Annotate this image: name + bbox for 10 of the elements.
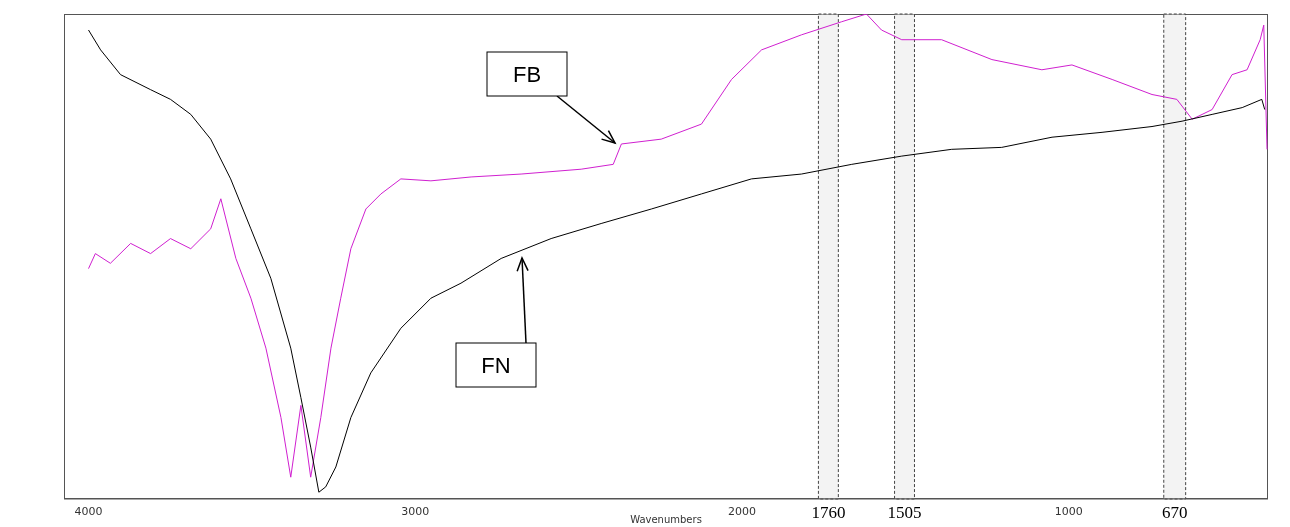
annotation: FN <box>481 353 511 378</box>
band-label: 1505 <box>887 503 922 522</box>
band-label: 1760 <box>811 503 846 522</box>
x-tick-label: 1000 <box>1054 504 1083 518</box>
band-label: 670 <box>1161 503 1188 522</box>
x-tick-label: 4000 <box>74 504 103 518</box>
x-tick-label: 2000 <box>727 504 756 518</box>
annotation: FB <box>512 62 542 87</box>
x-axis-title: Wavenumbers <box>630 514 702 525</box>
x-tick-label: 3000 <box>401 504 430 518</box>
